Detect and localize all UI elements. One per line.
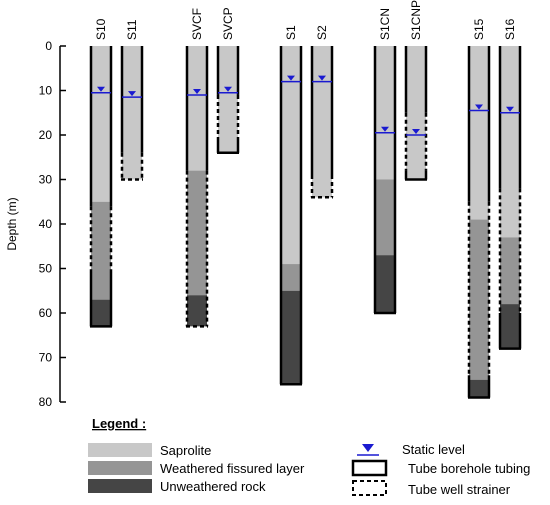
well-s11: S11 (120, 19, 144, 181)
tick-label: 20 (39, 128, 53, 142)
legend-label-unweathered: Unweathered rock (160, 479, 266, 494)
legend-swatch-weathered (88, 461, 152, 475)
legend-label-weathered: Weathered fissured layer (160, 461, 305, 476)
tick-label: 40 (39, 217, 53, 231)
layer-unweathered (187, 295, 207, 327)
well-label: S11 (125, 19, 139, 40)
legend-label-saprolite: Saprolite (160, 443, 211, 458)
well-label: S1 (284, 25, 298, 40)
well-label: S1CN (378, 8, 392, 40)
layer-saprolite (218, 46, 238, 153)
layer-weathered (187, 170, 207, 296)
layer-unweathered (91, 299, 111, 327)
legend-title: Legend : (92, 416, 146, 431)
tick-label: 0 (45, 39, 52, 53)
layer-unweathered (281, 290, 301, 385)
well-s1: S1 (279, 25, 303, 386)
tick-label: 10 (39, 84, 53, 98)
well-s2: S2 (310, 25, 334, 199)
well-s10: S10 (89, 18, 113, 328)
well-label: S10 (94, 18, 108, 40)
static-level-marker (193, 88, 201, 94)
well-label: S16 (503, 18, 517, 40)
static-level-marker (412, 129, 420, 134)
static-level-marker (475, 104, 483, 110)
well-s1cn: S1CN (373, 8, 397, 315)
layer-weathered (281, 264, 301, 291)
static-level-marker (224, 86, 232, 92)
layer-saprolite (122, 46, 142, 180)
layer-weathered (375, 179, 395, 256)
layer-saprolite (281, 46, 301, 265)
legend-swatch-saprolite (88, 443, 152, 457)
layer-saprolite (469, 46, 489, 220)
static-level-marker (318, 75, 326, 81)
tick-label: 50 (39, 262, 53, 276)
legend-label-strainer: Tube well strainer (408, 482, 511, 497)
well-label: SVCF (190, 8, 204, 40)
layer-saprolite (312, 46, 332, 198)
legend-tubing-icon (351, 459, 388, 477)
depth-axis-ticks: 0 10 20 30 40 50 60 70 80 (39, 39, 66, 409)
well-svcp: SVCP (216, 7, 240, 155)
depth-axis-title: Depth (m) (5, 197, 19, 250)
well-label: S2 (315, 25, 329, 40)
well-label: SVCP (221, 7, 235, 40)
layer-saprolite (406, 46, 426, 180)
layer-unweathered (500, 304, 520, 349)
layer-saprolite (375, 46, 395, 180)
well-s15: S15 (467, 18, 491, 399)
static-level-marker (287, 75, 295, 81)
layer-weathered (91, 201, 111, 300)
layer-unweathered (375, 255, 395, 313)
layer-weathered (500, 237, 520, 305)
layer-saprolite (187, 46, 207, 171)
wells: S10 S11 SVCF SVCP S1 S2 S1CN S1CNP S15 S16 (89, 0, 522, 399)
legend-label-static-level: Static level (402, 442, 465, 457)
well-s16: S16 (498, 18, 522, 350)
layer-unweathered (469, 379, 489, 398)
tick-label: 60 (39, 306, 53, 320)
layer-saprolite (500, 46, 520, 238)
legend: Legend : Saprolite Weathered fissured la… (88, 416, 530, 497)
static-level-marker (506, 106, 514, 112)
static-level-marker (381, 126, 389, 132)
tick-label: 80 (39, 395, 53, 409)
legend-label-tubing: Tube borehole tubing (408, 461, 530, 476)
tick-label: 70 (39, 351, 53, 365)
legend-static-level-icon (357, 444, 379, 456)
static-level-marker (128, 91, 136, 97)
tick-label: 30 (39, 173, 53, 187)
layer-weathered (469, 219, 489, 380)
legend-swatch-unweathered (88, 479, 152, 493)
layer-saprolite (91, 46, 111, 202)
well-label: S1CNP (409, 0, 423, 40)
well-svcf: SVCF (185, 8, 209, 328)
static-level-marker (97, 86, 105, 92)
well-s1cnp: S1CNP (404, 0, 428, 181)
legend-strainer-icon (352, 480, 387, 496)
well-label: S15 (472, 18, 486, 40)
